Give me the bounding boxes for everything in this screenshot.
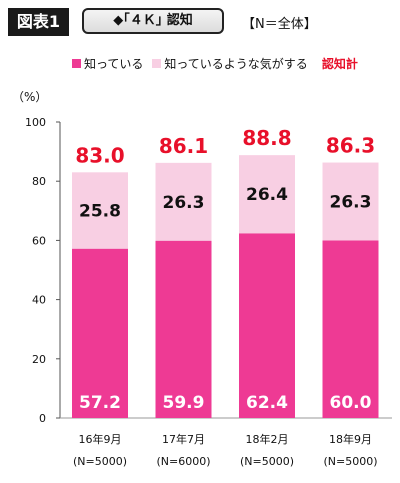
y-axis-unit: （%） <box>12 90 48 104</box>
y-tick-label: 60 <box>32 234 46 247</box>
y-tick-label: 80 <box>32 175 46 188</box>
data-label-total: 86.3 <box>326 134 375 158</box>
x-category-note: (N=6000) <box>156 455 210 468</box>
data-label-known: 59.9 <box>163 393 205 413</box>
x-category-label: 18年2月 <box>246 432 289 446</box>
topic-title: ◆｢４Ｋ｣ 認知 <box>82 8 224 34</box>
data-label-total: 83.0 <box>75 143 124 167</box>
x-category-note: (N=5000) <box>323 455 377 468</box>
legend-label-vaguely: 知っているような気がする <box>164 57 308 71</box>
x-category-label: 18年9月 <box>329 432 372 446</box>
bar-segment-vaguely <box>239 155 295 234</box>
legend-swatch-known <box>72 59 81 68</box>
y-tick-label: 40 <box>32 294 46 307</box>
base-note: 【N＝全体】 <box>242 17 317 32</box>
bar-segment-known <box>239 233 295 418</box>
bar-segment-vaguely <box>155 162 212 241</box>
data-label-vaguely: 26.4 <box>246 185 288 205</box>
data-label-vaguely: 26.3 <box>330 192 372 212</box>
bar-segment-known <box>72 248 128 418</box>
x-category-label: 17年7月 <box>162 432 205 446</box>
data-label-known: 60.0 <box>330 393 372 413</box>
y-tick-label: 20 <box>32 353 46 366</box>
data-label-total: 88.8 <box>242 126 291 150</box>
x-category-label: 16年9月 <box>79 432 122 446</box>
bar-segment-known <box>322 240 379 418</box>
data-label-vaguely: 26.3 <box>163 193 205 213</box>
figure-label: 図表1 <box>8 8 69 36</box>
bar-segment-vaguely <box>72 172 128 249</box>
data-label-known: 57.2 <box>79 393 121 413</box>
legend: 知っている 知っているような気がする 認知計 <box>72 55 358 72</box>
legend-label-known: 知っている <box>84 57 144 71</box>
legend-swatch-vaguely <box>152 59 162 68</box>
data-label-total: 86.1 <box>159 134 208 158</box>
data-label-known: 62.4 <box>246 393 288 413</box>
x-category-note: (N=5000) <box>240 455 294 468</box>
data-label-vaguely: 25.8 <box>79 202 121 222</box>
y-tick-label: 0 <box>39 412 46 425</box>
y-tick-label: 100 <box>25 116 46 129</box>
legend-label-total: 認知計 <box>321 57 358 71</box>
x-category-note: (N=5000) <box>73 455 127 468</box>
bar-segment-known <box>155 240 212 418</box>
bar-segment-vaguely <box>322 162 379 241</box>
